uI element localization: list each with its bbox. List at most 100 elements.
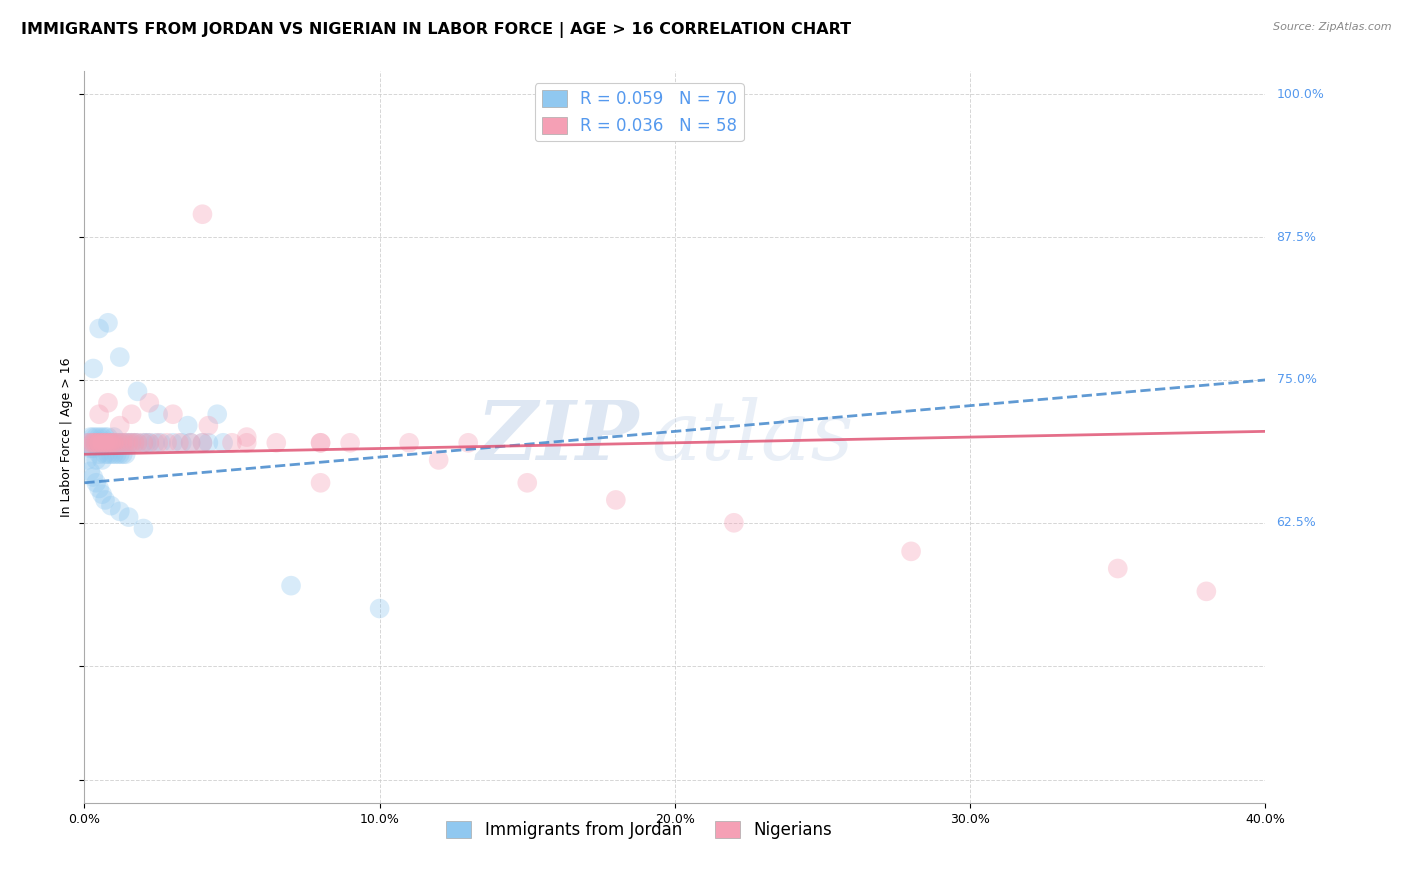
Point	[212, 435, 235, 450]
Point	[138, 435, 160, 450]
Point	[162, 435, 184, 450]
Point	[91, 430, 114, 444]
Point	[76, 435, 98, 450]
Point	[167, 435, 190, 450]
Point	[79, 430, 101, 444]
Point	[79, 435, 101, 450]
Point	[197, 418, 219, 433]
Point	[266, 435, 288, 450]
Point	[103, 430, 125, 444]
Point	[76, 453, 98, 467]
Point	[91, 435, 114, 450]
Point	[135, 435, 157, 450]
Point	[79, 464, 101, 478]
Point	[103, 447, 125, 461]
Point	[100, 447, 122, 461]
Point	[398, 435, 420, 450]
Point	[87, 407, 111, 421]
Point	[105, 435, 128, 450]
Point	[84, 435, 107, 450]
Point	[82, 435, 104, 450]
Point	[148, 407, 170, 421]
Point	[91, 435, 114, 450]
Text: 87.5%: 87.5%	[1277, 230, 1316, 244]
Point	[177, 418, 200, 433]
Point	[132, 521, 155, 535]
Point	[94, 435, 117, 450]
Point	[138, 396, 160, 410]
Point	[221, 435, 243, 450]
Point	[87, 435, 111, 450]
Point	[457, 435, 479, 450]
Point	[100, 499, 122, 513]
Point	[111, 435, 134, 450]
Point	[170, 435, 193, 450]
Point	[138, 435, 160, 450]
Point	[236, 435, 259, 450]
Legend: Immigrants from Jordan, Nigerians: Immigrants from Jordan, Nigerians	[440, 814, 839, 846]
Point	[100, 435, 122, 450]
Text: 62.5%: 62.5%	[1277, 516, 1316, 529]
Point	[94, 435, 117, 450]
Point	[132, 435, 155, 450]
Point	[97, 447, 120, 461]
Point	[309, 435, 332, 450]
Point	[84, 430, 107, 444]
Point	[82, 470, 104, 484]
Point	[118, 510, 141, 524]
Point	[82, 361, 104, 376]
Point	[84, 435, 107, 450]
Point	[516, 475, 538, 490]
Point	[191, 435, 214, 450]
Point	[309, 435, 332, 450]
Point	[114, 435, 136, 450]
Point	[124, 435, 146, 450]
Point	[207, 407, 229, 421]
Point	[105, 435, 128, 450]
Point	[309, 475, 332, 490]
Point	[103, 435, 125, 450]
Point	[84, 475, 107, 490]
Point	[100, 435, 122, 450]
Point	[97, 435, 120, 450]
Point	[103, 435, 125, 450]
Point	[79, 442, 101, 456]
Point	[368, 601, 391, 615]
Point	[127, 384, 149, 399]
Point	[94, 430, 117, 444]
Point	[427, 453, 450, 467]
Point	[94, 447, 117, 461]
Point	[111, 435, 134, 450]
Point	[105, 447, 128, 461]
Point	[143, 435, 166, 450]
Point	[180, 435, 202, 450]
Point	[82, 430, 104, 444]
Y-axis label: In Labor Force | Age > 16: In Labor Force | Age > 16	[59, 358, 73, 516]
Text: Source: ZipAtlas.com: Source: ZipAtlas.com	[1274, 22, 1392, 32]
Point	[108, 350, 131, 364]
Point	[87, 435, 111, 450]
Point	[127, 435, 149, 450]
Point	[132, 435, 155, 450]
Point	[723, 516, 745, 530]
Point	[197, 435, 219, 450]
Point	[180, 435, 202, 450]
Point	[84, 435, 107, 450]
Point	[97, 435, 120, 450]
Text: 75.0%: 75.0%	[1277, 374, 1316, 386]
Text: ZIP: ZIP	[477, 397, 640, 477]
Point	[103, 435, 125, 450]
Point	[84, 453, 107, 467]
Point	[150, 435, 173, 450]
Point	[900, 544, 922, 558]
Point	[1107, 561, 1129, 575]
Point	[91, 453, 114, 467]
Point	[124, 435, 146, 450]
Point	[76, 435, 98, 450]
Text: 100.0%: 100.0%	[1277, 87, 1324, 101]
Point	[111, 447, 134, 461]
Point	[91, 435, 114, 450]
Point	[118, 435, 141, 450]
Point	[236, 430, 259, 444]
Point	[1195, 584, 1218, 599]
